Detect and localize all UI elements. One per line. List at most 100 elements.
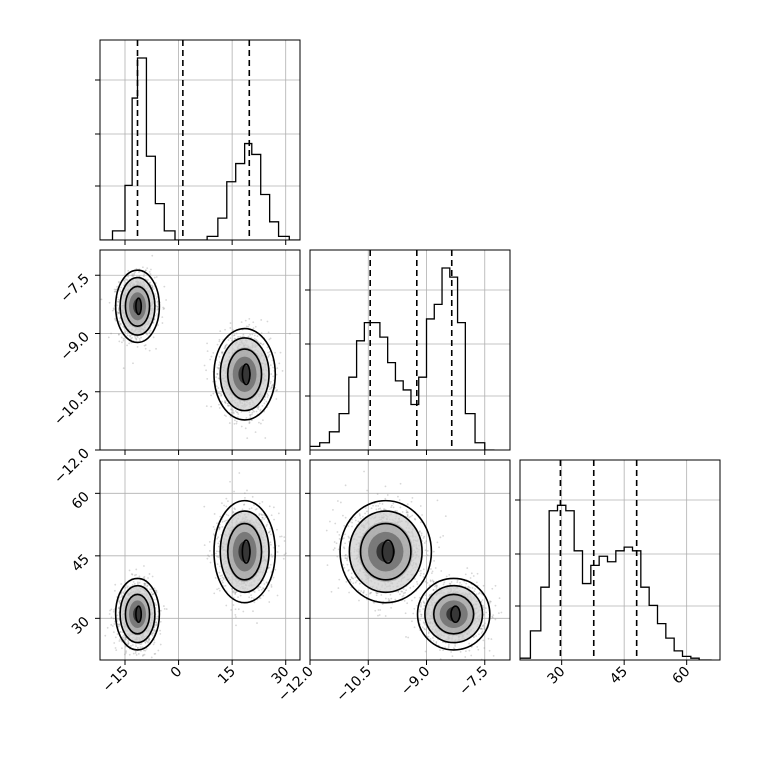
- scatter-0-2-point: [143, 582, 146, 585]
- scatter-0-1-point: [134, 335, 136, 338]
- scatter-0-1-point: [242, 333, 245, 336]
- scatter-0-1-point: [155, 297, 158, 300]
- scatter-0-2-point: [147, 641, 149, 644]
- scatter-0-1-point: [271, 359, 274, 362]
- scatter-0-1-point: [134, 271, 136, 274]
- histogram-0-steps: [100, 57, 300, 240]
- scatter-0-2-point: [144, 642, 147, 644]
- scatter-0-1-point: [156, 296, 159, 298]
- scatter-0-1-ytick-label: −12.0: [51, 446, 93, 488]
- scatter-0-1-point: [249, 416, 252, 419]
- scatter-0-1-point: [260, 342, 262, 345]
- scatter-0-1-point: [239, 335, 242, 338]
- scatter-0-2-point: [145, 639, 148, 642]
- scatter-0-1-point: [259, 342, 262, 345]
- scatter-0-2-point: [125, 650, 128, 653]
- scatter-0-1-point: [147, 279, 149, 281]
- scatter-0-2-point: [113, 609, 115, 611]
- scatter-0-1-point: [269, 380, 272, 383]
- scatter-0-1-point: [113, 308, 115, 311]
- scatter-0-2-point: [134, 652, 137, 654]
- scatter-0-2-point: [127, 639, 130, 642]
- scatter-0-1-point: [136, 345, 139, 348]
- scatter-0-1-point: [144, 347, 147, 350]
- scatter-0-2-point: [127, 642, 130, 645]
- scatter-0-1-point: [268, 388, 271, 391]
- scatter-0-1-point: [268, 385, 270, 388]
- scatter-0-1-point: [226, 402, 229, 405]
- scatter-0-1-point: [146, 332, 148, 335]
- scatter-0-2-point: [119, 602, 121, 604]
- scatter-0-2-point: [137, 652, 140, 655]
- scatter-0-1-point: [151, 254, 154, 257]
- scatter-0-1-point: [224, 401, 227, 404]
- scatter-0-2-point: [112, 631, 115, 634]
- scatter-0-2-point: [143, 565, 145, 567]
- scatter-0-2-point: [135, 645, 137, 647]
- scatter-0-2-point: [148, 638, 151, 641]
- scatter-0-2-point: [124, 645, 127, 648]
- scatter-0-1-point: [249, 414, 251, 416]
- scatter-0-1-point: [217, 392, 220, 395]
- scatter-0-2-point: [128, 569, 131, 572]
- scatter-0-1-point: [248, 317, 251, 320]
- scatter-0-1-point: [142, 275, 145, 278]
- scatter-0-2-point: [126, 586, 129, 589]
- scatter-0-1-point: [203, 364, 206, 367]
- scatter-0-2-point: [125, 638, 128, 641]
- scatter-0-1-point: [138, 337, 141, 340]
- scatter-0-2-point: [114, 636, 117, 639]
- scatter-0-2-point: [132, 580, 135, 583]
- scatter-0-1-point: [128, 342, 131, 345]
- scatter-0-2-point: [214, 577, 217, 579]
- scatter-0-1-point: [244, 427, 247, 430]
- scatter-0-2-point: [148, 573, 151, 575]
- scatter-0-1-point: [237, 413, 240, 415]
- scatter-0-2-point: [149, 588, 152, 591]
- scatter-0-1-point: [248, 323, 251, 326]
- scatter-0-1-point: [266, 396, 269, 398]
- scatter-0-1-point: [119, 322, 121, 325]
- scatter-0-2-point: [127, 641, 130, 644]
- scatter-0-2-point: [124, 587, 127, 589]
- scatter-0-2-point: [165, 608, 168, 610]
- scatter-0-1-point: [272, 366, 275, 369]
- scatter-0-1-point: [218, 355, 221, 358]
- scatter-0-1-point: [279, 351, 282, 354]
- histogram-0-content: [100, 40, 300, 240]
- scatter-0-2-point: [152, 634, 154, 637]
- scatter-0-1-point: [224, 345, 227, 347]
- scatter-0-2-point: [112, 617, 115, 620]
- scatter-0-2-point: [112, 610, 115, 613]
- scatter-0-1-point: [117, 311, 120, 314]
- scatter-0-1-point: [215, 376, 218, 379]
- scatter-0-1-point: [249, 333, 252, 336]
- scatter-0-2-point: [253, 601, 256, 604]
- scatter-0-1-point: [218, 361, 221, 364]
- scatter-0-2-point: [152, 629, 155, 632]
- scatter-0-2-point: [155, 590, 158, 592]
- scatter-0-1-point: [217, 377, 220, 380]
- scatter-0-2-point: [136, 581, 139, 584]
- scatter-0-1-point: [269, 364, 272, 367]
- scatter-0-2-point: [148, 637, 151, 640]
- scatter-0-1-point: [148, 270, 151, 273]
- scatter-0-1-point: [220, 390, 223, 393]
- scatter-0-1-point: [269, 382, 272, 385]
- histogram-2-xtick-label: 60: [670, 664, 694, 688]
- scatter-0-2-point: [136, 647, 139, 649]
- scatter-0-1-point: [257, 405, 260, 408]
- histogram-0: [95, 39, 301, 245]
- scatter-0-1-point: [221, 351, 224, 354]
- scatter-0-1-point: [149, 329, 152, 332]
- scatter-0-2-point: [154, 589, 157, 592]
- scatter-0-1-point: [258, 421, 260, 424]
- scatter-0-1-point: [231, 339, 233, 342]
- histogram-2-steps: [520, 504, 712, 660]
- scatter-0-1-point: [259, 408, 262, 411]
- scatter-0-2-point: [120, 583, 123, 585]
- scatter-0-1-point: [154, 292, 156, 295]
- scatter-0-1-point: [162, 308, 165, 311]
